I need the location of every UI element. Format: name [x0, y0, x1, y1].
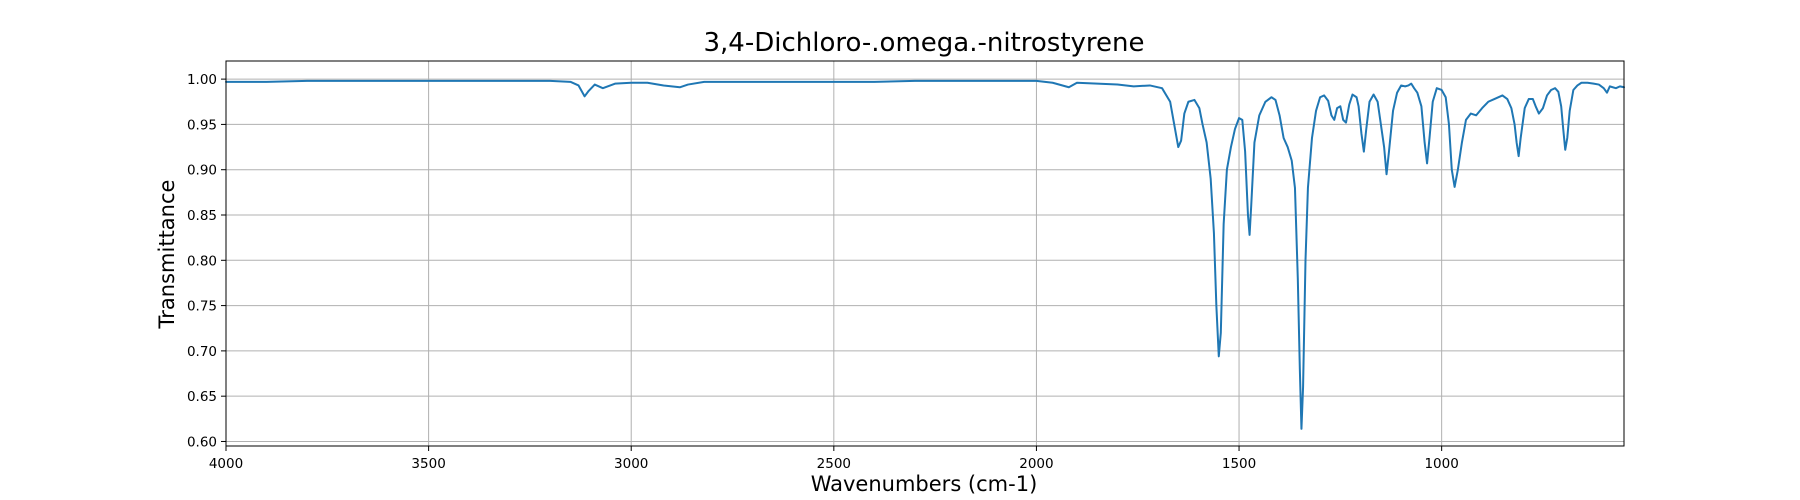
y-tick-label: 0.95: [187, 117, 217, 133]
y-tick-label: 0.90: [187, 163, 217, 179]
x-tick-label: 3000: [614, 456, 648, 472]
spectrum-line: [225, 79, 1625, 430]
chart-title: 3,4-Dichloro-.omega.-nitrostyrene: [704, 28, 1145, 58]
y-tick-label: 0.70: [187, 344, 217, 360]
y-axis-title: Transmittance: [155, 180, 179, 330]
y-tick-label: 0.75: [187, 299, 217, 315]
y-tick-label: 0.60: [187, 434, 217, 450]
y-tick-label: 0.85: [187, 208, 217, 224]
grid-lines: [225, 61, 1624, 446]
x-tick-label: 1000: [1424, 456, 1458, 472]
plot-frame: [225, 60, 1625, 447]
x-tick-label: 3500: [411, 456, 445, 472]
data-series: [225, 79, 1625, 430]
y-tick-label: 0.80: [187, 253, 217, 269]
y-tick-label: 1.00: [187, 72, 217, 88]
x-tick-label: 2500: [817, 456, 851, 472]
x-tick-label: 4000: [209, 456, 243, 472]
axis-ticks: 4000 3500 3000 2500 2000 1500 1000 0.60 0.65 0.70…: [187, 72, 1459, 472]
x-tick-label: 2000: [1019, 456, 1053, 472]
y-tick-label: 0.65: [187, 389, 217, 405]
x-axis-title: Wavenumbers (cm-1): [811, 472, 1038, 496]
x-tick-label: 1500: [1222, 456, 1256, 472]
